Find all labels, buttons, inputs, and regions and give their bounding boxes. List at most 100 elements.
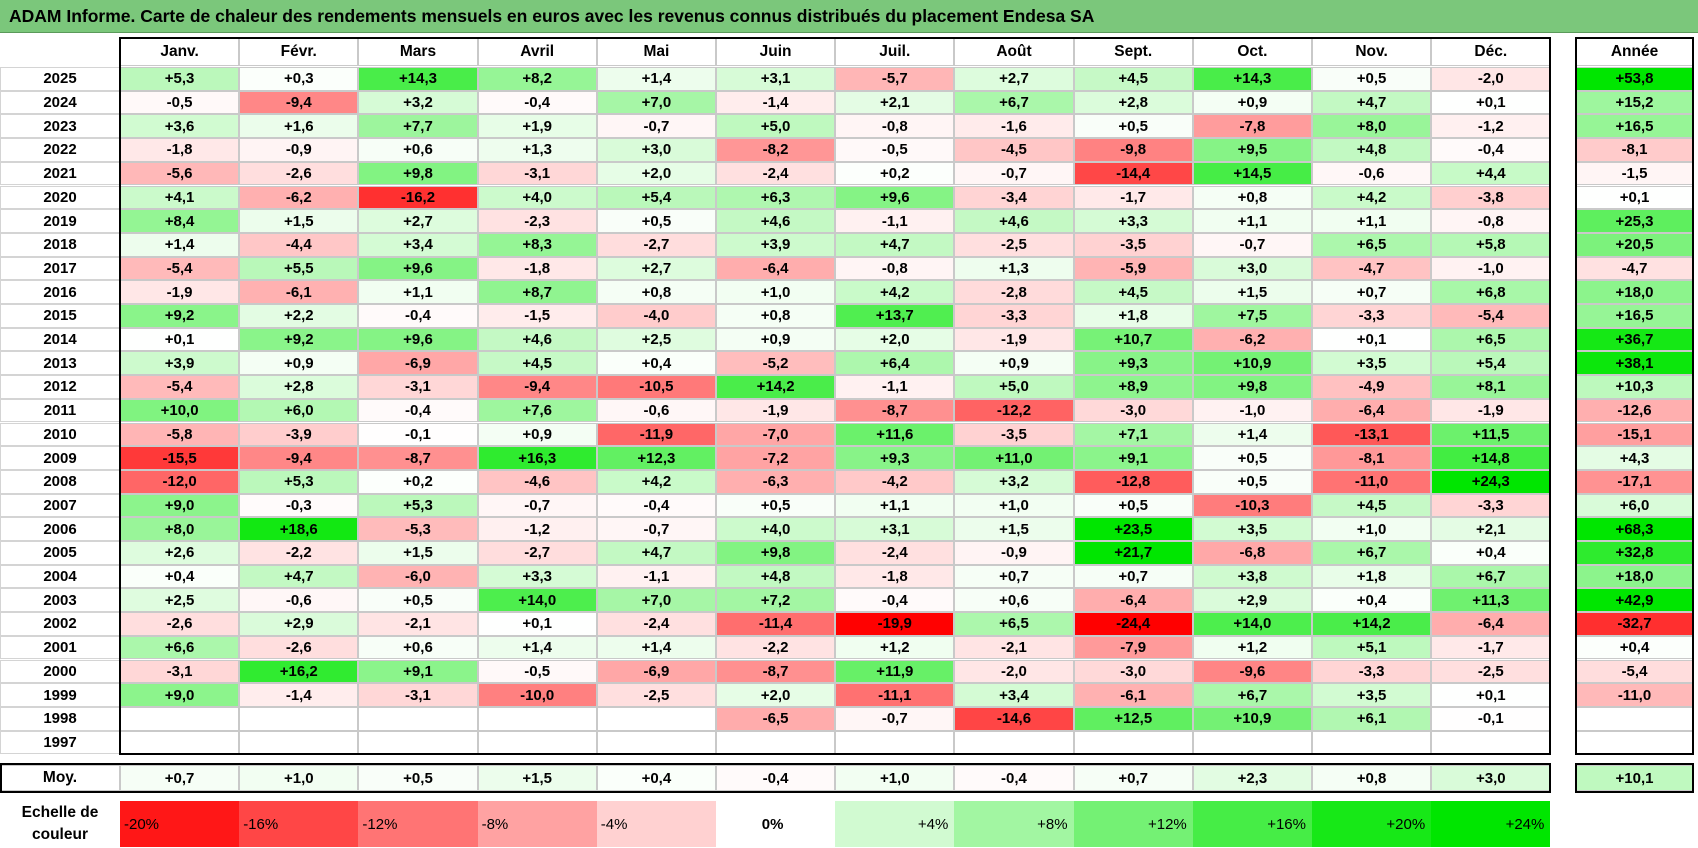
month-header: Sept. — [1073, 38, 1193, 66]
heatmap-cell: +10,0 — [120, 398, 240, 423]
heatmap-cell: -0,6 — [1312, 161, 1432, 186]
heatmap-cell: +0,4 — [1312, 588, 1432, 613]
heatmap-cell: +0,4 — [120, 564, 240, 589]
heatmap-cell: +3,2 — [358, 90, 478, 115]
heatmap-cell: +14,8 — [1431, 446, 1551, 470]
heatmap-cell: -8,1 — [1312, 446, 1432, 470]
annual-cell: +18,0 — [1576, 564, 1693, 589]
heatmap-cell: -11,9 — [596, 422, 716, 447]
heatmap-cell: -9,6 — [1192, 659, 1312, 684]
annual-cell: +32,8 — [1576, 541, 1693, 565]
heatmap-cell: +2,5 — [120, 588, 240, 613]
heatmap-cell: +2,9 — [1192, 588, 1312, 613]
year-label: 2020 — [0, 185, 120, 210]
heatmap-cell: +14,0 — [1192, 612, 1312, 636]
heatmap-cell: +9,0 — [120, 493, 240, 518]
heatmap-cell: -5,8 — [120, 422, 240, 447]
heatmap-cell: -3,0 — [1073, 398, 1193, 423]
average-cell: +1,5 — [477, 765, 597, 791]
average-cell: -0,4 — [954, 765, 1074, 791]
year-label: 2021 — [0, 161, 120, 186]
heatmap-cell: +11,5 — [1431, 422, 1551, 447]
heatmap-cell: -6,9 — [358, 351, 478, 376]
average-cell: +2,3 — [1192, 765, 1312, 791]
heatmap-cell: -2,3 — [477, 209, 597, 233]
heatmap-cell: -2,0 — [954, 659, 1074, 684]
scale-swatch: +12% — [1073, 801, 1193, 847]
heatmap-cell: +3,6 — [120, 114, 240, 139]
heatmap-cell: +3,1 — [716, 67, 836, 91]
heatmap-cell — [358, 730, 478, 755]
heatmap-cell: +0,4 — [1431, 541, 1551, 565]
year-label: 2016 — [0, 280, 120, 304]
heatmap-cell — [120, 706, 240, 731]
heatmap-cell: +4,6 — [477, 327, 597, 352]
year-label: 2010 — [0, 422, 120, 447]
heatmap-cell: +16,2 — [239, 659, 359, 684]
heatmap-cell: -8,2 — [716, 138, 836, 162]
heatmap-cell: +3,9 — [716, 232, 836, 257]
heatmap-cell: +5,3 — [358, 493, 478, 518]
heatmap-cell — [596, 730, 716, 755]
heatmap-cell: -0,7 — [1192, 232, 1312, 257]
year-label: 2001 — [0, 635, 120, 660]
heatmap-cell: -6,0 — [358, 564, 478, 589]
heatmap-cell: -4,2 — [835, 469, 955, 494]
heatmap-cell: +8,7 — [477, 280, 597, 304]
heatmap-cell: +0,1 — [120, 327, 240, 352]
month-header: Mai — [596, 38, 716, 66]
heatmap-cell: -5,9 — [1073, 256, 1193, 281]
heatmap-cell: +0,9 — [954, 351, 1074, 376]
year-label: 2007 — [0, 493, 120, 518]
heatmap-cell: +3,4 — [954, 683, 1074, 707]
heatmap-cell: -6,1 — [1073, 683, 1193, 707]
heatmap-cell: -1,4 — [239, 683, 359, 707]
heatmap-cell: +11,6 — [835, 422, 955, 447]
heatmap-cell: -0,7 — [477, 493, 597, 518]
scale-swatch: +8% — [954, 801, 1074, 847]
heatmap-cell: +1,1 — [358, 280, 478, 304]
scale-swatch: -4% — [596, 801, 716, 847]
heatmap-cell: +4,7 — [239, 564, 359, 589]
heatmap-cell: -2,6 — [239, 635, 359, 660]
heatmap-cell — [1073, 730, 1193, 755]
scale-swatch: -16% — [239, 801, 359, 847]
heatmap-cell: +0,9 — [477, 422, 597, 447]
heatmap-cell: -11,0 — [1312, 469, 1432, 494]
heatmap-cell: +1,6 — [239, 114, 359, 139]
heatmap-cell: +7,6 — [477, 398, 597, 423]
annual-cell: +68,3 — [1576, 517, 1693, 541]
scale-swatch: +16% — [1192, 801, 1312, 847]
heatmap-cell: -1,1 — [596, 564, 716, 589]
heatmap-cell: -1,9 — [954, 327, 1074, 352]
heatmap-cell: -3,4 — [954, 185, 1074, 210]
heatmap-cell: -3,8 — [1431, 185, 1551, 210]
heatmap-cell: +2,8 — [239, 375, 359, 399]
heatmap-cell: -0,4 — [358, 304, 478, 328]
heatmap-cell: +6,5 — [1312, 232, 1432, 257]
heatmap-cell: -2,6 — [239, 161, 359, 186]
heatmap-cell: +0,1 — [1312, 327, 1432, 352]
heatmap-cell: +6,5 — [1431, 327, 1551, 352]
heatmap-cell — [477, 730, 597, 755]
scale-swatch: -20% — [120, 801, 240, 847]
year-label: 2017 — [0, 256, 120, 281]
heatmap-cell: -10,0 — [477, 683, 597, 707]
heatmap-cell: -12,0 — [120, 469, 240, 494]
heatmap-cell: +6,0 — [239, 398, 359, 423]
heatmap-cell: -0,7 — [596, 114, 716, 139]
heatmap-cell: +1,8 — [1073, 304, 1193, 328]
heatmap-cell: +0,5 — [596, 209, 716, 233]
year-label: 2019 — [0, 209, 120, 233]
heatmap-cell: +1,4 — [596, 67, 716, 91]
heatmap-cell: -10,3 — [1192, 493, 1312, 518]
heatmap-cell: -1,9 — [1431, 398, 1551, 423]
heatmap-cell: -1,2 — [477, 517, 597, 541]
year-label: 2002 — [0, 612, 120, 636]
heatmap-cell: +4,7 — [596, 541, 716, 565]
heatmap-cell — [1312, 730, 1432, 755]
heatmap-cell: +23,5 — [1073, 517, 1193, 541]
average-cell: +0,8 — [1312, 765, 1432, 791]
heatmap-cell: -0,7 — [954, 161, 1074, 186]
heatmap-cell: -2,4 — [596, 612, 716, 636]
